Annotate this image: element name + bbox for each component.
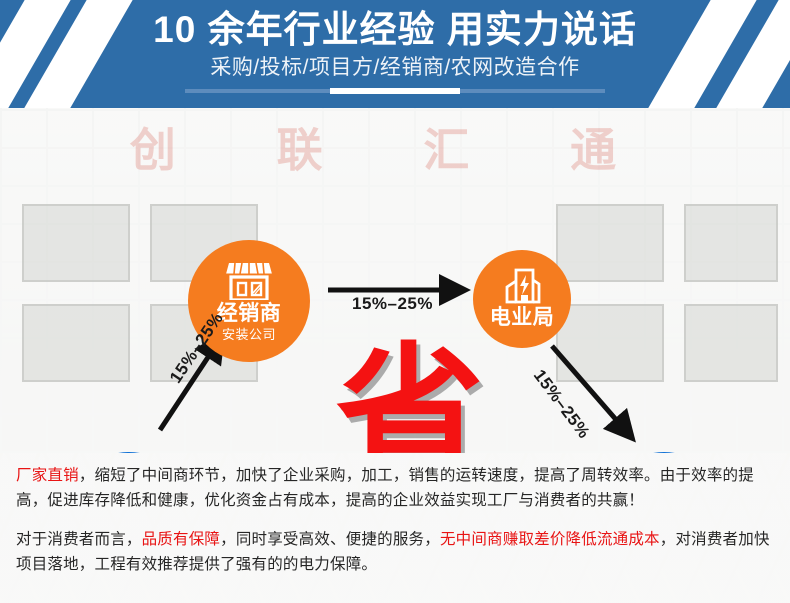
footer-paragraph-1: 厂家直销，缩短了中间商环节，加快了企业采购，加工，销售的运转速度，提高了周转效率… [16, 463, 774, 513]
footer-paragraph-2: 对于消费者而言，品质有保障，同时享受高效、便捷的服务，无中间商赚取差价降低流通成… [16, 527, 774, 577]
footer-p1-highlight: 厂家直销 [16, 467, 79, 484]
background-window-block [556, 204, 664, 282]
footer-p2-tail: ，对消费者加快项目落地，工程有效推荐提供了强有的的电力保障。 [16, 531, 770, 573]
storefront-icon [226, 260, 272, 302]
header-divider [185, 89, 605, 93]
arrow-bureau-to-consumer [550, 344, 636, 443]
header-title: 10 余年行业经验 用实力说话 [153, 9, 637, 50]
save-character: 省 [336, 333, 484, 454]
arrow-company-to-dealer [157, 330, 226, 432]
background-window-block [684, 304, 778, 382]
watermark-text: 创 联 汇 通 [129, 124, 661, 176]
node-dealer-label: 经销商 [216, 301, 282, 325]
background-window-block [22, 304, 130, 382]
arrow-label-dealer-to-bureau: 15%–25% [352, 294, 434, 313]
footer-p2-lead: 对于消费者而言， [16, 531, 142, 548]
footer-p2-middle: ，同时享受高效、便捷的服务， [220, 531, 440, 548]
header-subtitle: 采购/投标/项目方/经销商/农网改造合作 [210, 56, 580, 79]
node-dealer-sublabel: 安装公司 [221, 326, 276, 342]
diagram-stage: 创 联 汇 通 [0, 108, 790, 453]
node-power-bureau-label: 电业局 [489, 306, 555, 329]
power-building-icon [503, 268, 541, 304]
node-power-bureau[interactable]: 电业局 [473, 250, 571, 348]
footer-text-block: 厂家直销，缩短了中间商环节，加快了企业采购，加工，销售的运转速度，提高了周转效率… [0, 453, 790, 577]
footer-p1-rest: ，缩短了中间商环节，加快了企业采购，加工，销售的运转速度，提高了周转效率。由于效… [16, 467, 754, 509]
background-window-block [22, 204, 130, 282]
node-consumer[interactable]: 消费者 [605, 452, 723, 453]
footer-background [0, 453, 790, 603]
header-banner: 10 余年行业经验 用实力说话 采购/投标/项目方/经销商/农网改造合作 [0, 0, 790, 108]
header-content: 10 余年行业经验 用实力说话 采购/投标/项目方/经销商/农网改造合作 [0, 0, 790, 93]
footer-p2-highlight-2: 无中间商赚取差价降低流通成本 [439, 531, 660, 548]
footer-description: 厂家直销，缩短了中间商环节，加快了企业采购，加工，销售的运转速度，提高了周转效率… [0, 453, 790, 603]
arrow-layer [157, 273, 636, 443]
footer-p2-highlight-1: 品质有保障 [141, 531, 221, 548]
background-window-block [684, 204, 778, 282]
